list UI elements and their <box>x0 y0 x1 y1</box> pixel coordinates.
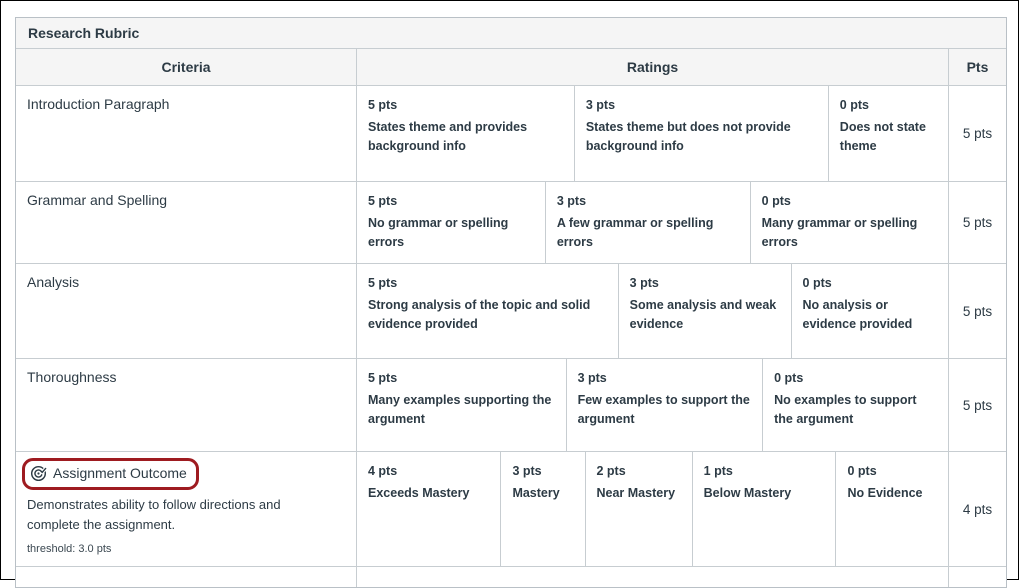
criterion-points-cell: 5 pts <box>962 397 993 413</box>
rating-cell: 2 pts Near Mastery <box>586 452 693 566</box>
rubric-title: Research Rubric <box>16 18 1006 49</box>
outcome-target-icon <box>30 465 47 482</box>
rating-cell: 1 pts Below Mastery <box>693 452 837 566</box>
rubric-header-row: Criteria Ratings Pts <box>16 49 1006 86</box>
criterion-cell: Assignment Outcome Demonstrates ability … <box>16 452 357 566</box>
rating-cell: 0 pts Many grammar or spelling errors <box>751 182 949 263</box>
criterion-name: Thoroughness <box>27 369 117 385</box>
rating-points: 5 pts <box>368 276 398 290</box>
criterion-threshold: threshold: 3.0 pts <box>27 542 112 555</box>
criterion-name: Introduction Paragraph <box>27 96 170 112</box>
criterion-points-cell: 5 pts <box>962 303 993 319</box>
rating-cells <box>357 567 949 587</box>
rating-points: 5 pts <box>368 371 398 385</box>
rating-cell: 0 pts No Evidence <box>836 452 949 566</box>
rating-points: 0 pts <box>847 464 877 478</box>
rating-points: 3 pts <box>512 464 542 478</box>
rating-points: 0 pts <box>774 371 804 385</box>
criterion-cell: Grammar and Spelling <box>16 182 357 263</box>
rating-description: No examples to support the argument <box>774 392 917 426</box>
criterion-points-cell: 4 pts <box>962 501 993 517</box>
criterion-cell: Analysis <box>16 264 357 358</box>
rating-points: 5 pts <box>368 194 398 208</box>
rubric-row: Assignment Outcome Demonstrates ability … <box>16 452 1006 567</box>
criterion-points-cell <box>949 567 1006 587</box>
rating-description: Near Mastery <box>596 485 676 500</box>
rating-cell: 3 pts A few grammar or spelling errors <box>546 182 751 263</box>
criterion-title: Assignment Outcome <box>22 458 199 490</box>
rubric-row: Analysis 5 pts Strong analysis of the to… <box>16 264 1006 359</box>
rating-cells: 5 pts Many examples supporting the argum… <box>357 359 949 451</box>
rubric-row-partial <box>16 567 1006 587</box>
rating-description: No Evidence <box>847 485 923 500</box>
rating-points: 3 pts <box>577 371 607 385</box>
rating-points: 1 pts <box>703 464 733 478</box>
criterion-cell: Introduction Paragraph <box>16 86 357 181</box>
rating-points: 0 pts <box>802 276 832 290</box>
criterion-name: Grammar and Spelling <box>27 192 168 208</box>
rating-cell: 5 pts No grammar or spelling errors <box>357 182 546 263</box>
criterion-points-cell: 5 pts <box>962 126 993 141</box>
rating-cells: 5 pts Strong analysis of the topic and s… <box>357 264 949 358</box>
rubric-row: Thoroughness 5 pts Many examples support… <box>16 359 1006 452</box>
criterion-cell <box>16 567 357 587</box>
rating-points: 0 pts <box>761 194 791 208</box>
rating-points: 2 pts <box>596 464 626 478</box>
rating-cell: 0 pts No examples to support the argumen… <box>763 359 949 451</box>
rating-description: States theme but does not provide backgr… <box>585 119 791 153</box>
rating-description: No grammar or spelling errors <box>368 215 509 249</box>
rubric-row: Introduction Paragraph 5 pts States them… <box>16 86 1006 182</box>
rating-cell: 0 pts No analysis or evidence provided <box>792 264 949 358</box>
rating-cell: 3 pts Mastery <box>501 452 586 566</box>
rating-description: Some analysis and weak evidence <box>629 297 777 331</box>
rating-description: Few examples to support the argument <box>577 392 750 426</box>
rating-description: Many examples supporting the argument <box>368 392 552 426</box>
criterion-description: Demonstrates ability to follow direction… <box>27 496 281 532</box>
rating-description: Does not state theme <box>839 119 926 153</box>
rating-points: 4 pts <box>368 464 398 478</box>
rating-cells: 5 pts States theme and provides backgrou… <box>357 86 949 181</box>
rating-cell: 5 pts Many examples supporting the argum… <box>357 359 567 451</box>
column-header-criteria: Criteria <box>16 49 357 85</box>
rubric-row: Grammar and Spelling 5 pts No grammar or… <box>16 182 1006 264</box>
column-header-ratings: Ratings <box>357 49 949 85</box>
criterion-name: Assignment Outcome <box>53 465 187 481</box>
criterion-title: Introduction Paragraph <box>27 95 169 115</box>
column-header-pts: Pts <box>966 59 989 75</box>
rubric-rows: Introduction Paragraph 5 pts States them… <box>16 86 1006 567</box>
criterion-points-cell: 5 pts <box>962 215 993 230</box>
rating-points: 3 pts <box>585 98 616 112</box>
rating-cell: 5 pts Strong analysis of the topic and s… <box>357 264 619 358</box>
rating-cells: 4 pts Exceeds Mastery 3 pts Mastery 2 pt… <box>357 452 949 566</box>
rating-cell: 4 pts Exceeds Mastery <box>357 452 502 566</box>
rating-cell: 3 pts Some analysis and weak evidence <box>619 264 792 358</box>
rating-description: States theme and provides background inf… <box>368 119 528 153</box>
criterion-title: Analysis <box>27 273 79 293</box>
rating-description: A few grammar or spelling errors <box>556 215 714 249</box>
rubric-table: Research Rubric Criteria Ratings Pts Int… <box>15 17 1007 588</box>
criterion-name: Analysis <box>27 274 80 290</box>
rating-description: Strong analysis of the topic and solid e… <box>368 297 591 331</box>
rating-description: No analysis or evidence provided <box>802 297 913 331</box>
rating-cell: 5 pts States theme and provides backgrou… <box>357 86 575 181</box>
criterion-title: Grammar and Spelling <box>27 191 167 211</box>
rating-points: 3 pts <box>629 276 659 290</box>
rating-cell: 3 pts States theme but does not provide … <box>575 86 829 181</box>
criterion-cell: Thoroughness <box>16 359 357 451</box>
rating-description: Many grammar or spelling errors <box>761 215 918 249</box>
rating-cell: 3 pts Few examples to support the argume… <box>567 359 764 451</box>
rating-description: Below Mastery <box>703 485 792 500</box>
rating-description: Exceeds Mastery <box>368 485 470 500</box>
rating-points: 3 pts <box>556 194 587 208</box>
rating-points: 0 pts <box>839 98 869 112</box>
rating-points: 5 pts <box>368 98 398 112</box>
rating-cell: 0 pts Does not state theme <box>829 86 949 181</box>
rating-description: Mastery <box>512 485 560 500</box>
criterion-title: Thoroughness <box>27 368 117 388</box>
rating-cells: 5 pts No grammar or spelling errors 3 pt… <box>357 182 949 263</box>
